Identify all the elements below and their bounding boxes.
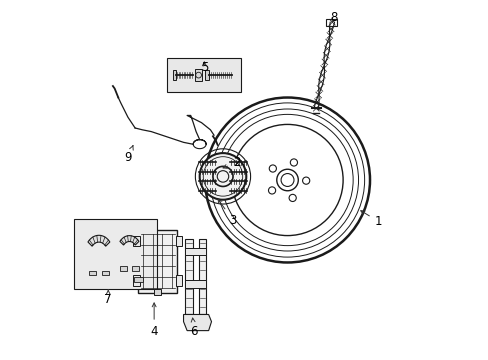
Text: 5: 5 (200, 60, 207, 73)
Bar (175, 235, 182, 246)
Bar (325, 19, 337, 26)
Bar (133, 235, 140, 246)
Text: 6: 6 (190, 318, 198, 338)
Text: 1: 1 (360, 211, 381, 228)
Bar (175, 275, 182, 286)
Text: 3: 3 (218, 199, 236, 227)
Bar (133, 275, 140, 286)
Bar (185, 280, 206, 288)
Text: 7: 7 (104, 290, 112, 306)
Bar (133, 277, 142, 282)
Polygon shape (88, 235, 110, 246)
Text: 9: 9 (124, 146, 133, 164)
Bar (102, 271, 109, 275)
Polygon shape (183, 315, 211, 330)
Bar (154, 289, 161, 295)
Bar (185, 248, 206, 255)
Bar (131, 266, 139, 270)
Text: 8: 8 (330, 12, 337, 24)
Text: 2: 2 (223, 156, 240, 169)
Bar (167, 58, 241, 92)
Bar (74, 220, 156, 289)
Polygon shape (120, 236, 139, 245)
Bar (198, 239, 206, 315)
Bar (120, 266, 127, 270)
Bar (195, 69, 202, 81)
Bar (172, 70, 176, 81)
Bar (204, 71, 208, 80)
Bar (185, 239, 193, 315)
Circle shape (199, 153, 246, 200)
Bar (138, 230, 176, 293)
Text: 4: 4 (150, 303, 158, 338)
Bar (88, 271, 96, 275)
